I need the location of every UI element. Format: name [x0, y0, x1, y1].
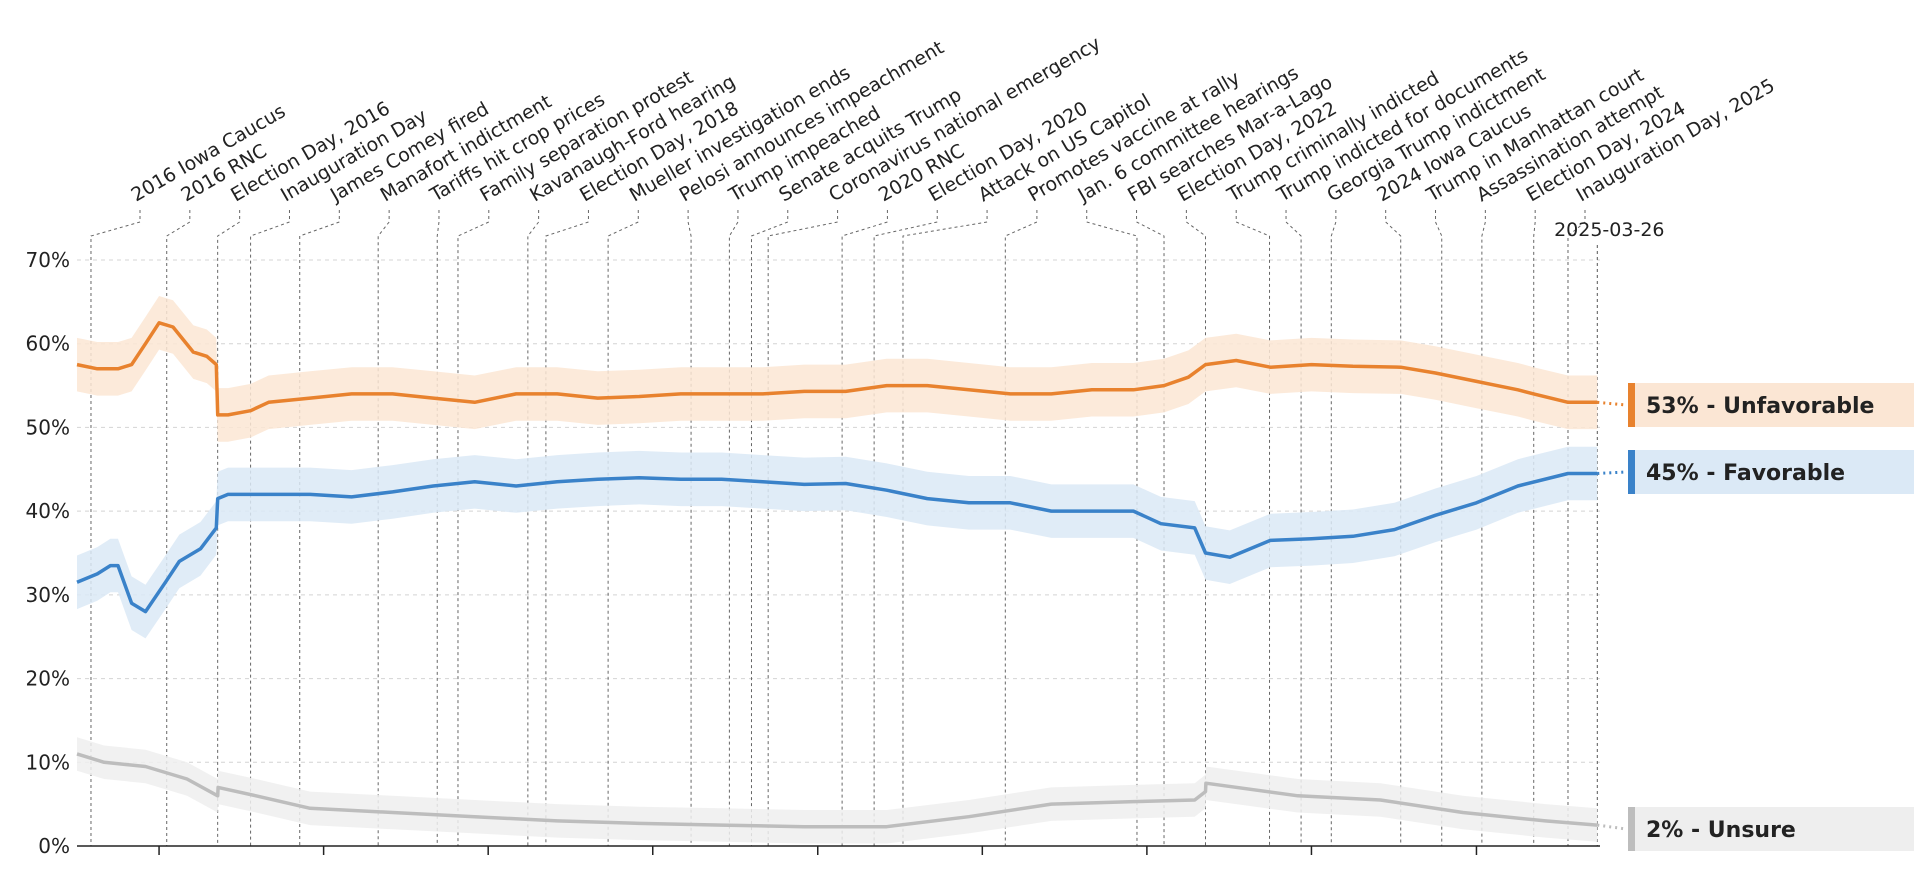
event-line: [1481, 210, 1486, 846]
event-line: [90, 210, 141, 846]
event-line: [607, 210, 639, 846]
event-line: [1136, 210, 1165, 846]
y-tick-label: 0%: [38, 834, 70, 858]
grid: [77, 245, 1600, 846]
event-line: [377, 210, 390, 846]
favorable-connector: [1597, 470, 1627, 475]
event-line: [728, 210, 739, 846]
event-line: [1435, 210, 1443, 846]
favorable-band: [77, 446, 1598, 639]
event-line: [436, 210, 440, 846]
end-labels: 53% - Unfavorable 45% - Favorable 2% - Uns…: [1597, 383, 1914, 851]
axes: 0% 10% 20% 30% 40% 50% 60% 70% 2025-03-26: [26, 219, 1665, 858]
unsure-label-bg: [1628, 807, 1914, 851]
event-line: [902, 210, 988, 846]
unsure-label-accent: [1628, 807, 1635, 851]
event-line: [457, 210, 490, 846]
event-line: [750, 210, 789, 846]
current-date-label: 2025-03-26: [1554, 219, 1664, 241]
y-tick-label: 70%: [26, 248, 70, 272]
unfavorable-connector: [1597, 400, 1627, 407]
event-line: [545, 210, 589, 846]
event-line: [217, 210, 241, 846]
event-line: [1533, 210, 1536, 846]
event-line: [1235, 210, 1271, 846]
event-line: [767, 210, 839, 846]
unsure-end-label: 2% - Unsure: [1646, 818, 1796, 843]
event-line: [1004, 210, 1038, 846]
favorable-label-bg: [1628, 450, 1914, 494]
event-line: [1567, 210, 1586, 846]
unfavorable-line: [76, 321, 1598, 417]
event-line: [299, 210, 340, 846]
event-line: [1185, 210, 1206, 846]
event-line: [166, 210, 191, 846]
event-line: [687, 210, 692, 846]
y-tick-label: 20%: [26, 667, 70, 691]
unfavorable-end-label: 53% - Unfavorable: [1646, 394, 1874, 419]
unsure-line: [76, 752, 1598, 829]
unsure-connector: [1597, 823, 1627, 831]
event-line: [250, 210, 290, 846]
confidence-bands: [77, 296, 1598, 844]
unfavorable-band: [77, 296, 1598, 442]
favorable-label-accent: [1628, 450, 1635, 494]
unfavorable-label-bg: [1628, 383, 1914, 427]
event-line: [873, 210, 938, 846]
favorable-end-label: 45% - Favorable: [1646, 461, 1845, 486]
unfavorable-label-accent: [1628, 383, 1635, 427]
favorable-line: [76, 471, 1598, 614]
y-tick-label: 30%: [26, 583, 70, 607]
y-tick-label: 10%: [26, 750, 70, 774]
series-lines: [76, 321, 1598, 829]
y-tick-label: 50%: [26, 415, 70, 439]
event-line: [1086, 210, 1138, 846]
event-line: [527, 210, 540, 846]
event-line: [841, 210, 888, 846]
y-tick-label: 60%: [26, 332, 70, 356]
y-tick-label: 40%: [26, 499, 70, 523]
